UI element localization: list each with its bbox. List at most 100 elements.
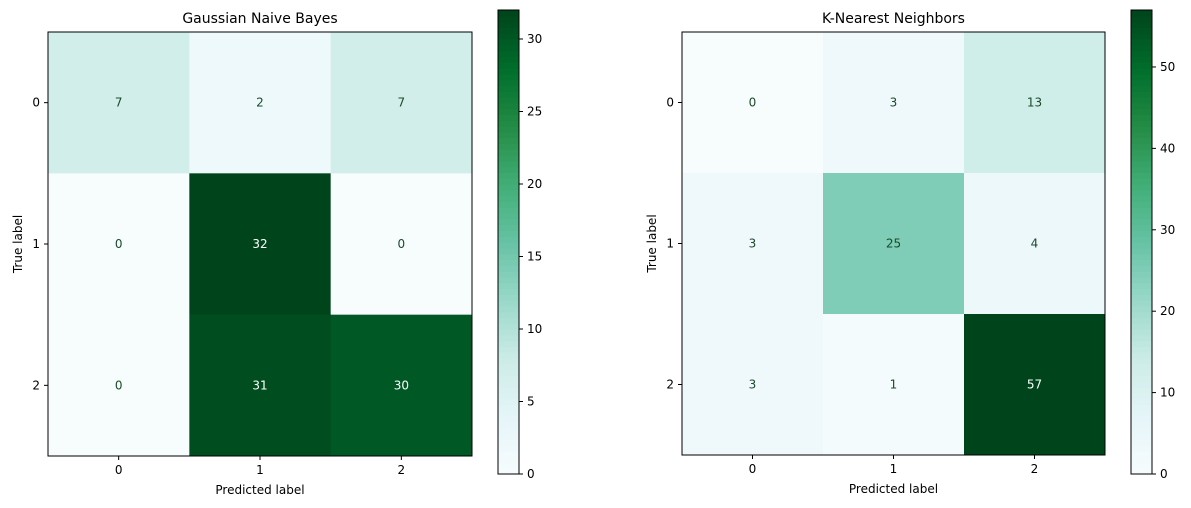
- colorbar-band: [1131, 56, 1152, 63]
- colorbar-band: [498, 62, 519, 69]
- colorbar-band: [1131, 166, 1152, 173]
- colorbar-band: [498, 213, 519, 220]
- colorbar-tick-label: 5: [527, 395, 535, 409]
- colorbar-band: [498, 253, 519, 260]
- colorbar-band: [498, 439, 519, 446]
- x-tick-label: 2: [1031, 462, 1039, 476]
- cell-value-label: 4: [1031, 237, 1039, 251]
- colorbar-band: [1131, 137, 1152, 144]
- colorbar-band: [1131, 247, 1152, 255]
- colorbar-band: [1131, 149, 1152, 156]
- cell-value-label: 32: [252, 237, 267, 251]
- heatmap-cell: [823, 314, 965, 456]
- colorbar-band: [498, 155, 519, 162]
- colorbar-band: [498, 236, 519, 243]
- colorbar-tick-label: 30: [527, 32, 542, 46]
- colorbar-band: [498, 456, 519, 463]
- colorbar-band: [498, 387, 519, 394]
- colorbar-band: [1131, 427, 1152, 434]
- colorbar-band: [1131, 236, 1152, 243]
- colorbar-band: [1131, 433, 1152, 440]
- colorbar-band: [1131, 21, 1152, 28]
- colorbar-band: [498, 44, 519, 52]
- colorbar-band: [498, 85, 519, 92]
- colorbar-band: [1131, 456, 1152, 463]
- colorbar-tick-label: 0: [527, 467, 535, 481]
- colorbar-band: [498, 33, 519, 40]
- colorbar-band: [1131, 10, 1152, 17]
- colorbar-band: [1131, 155, 1152, 162]
- colorbar-band: [1131, 224, 1152, 231]
- cell-value-label: 31: [252, 378, 267, 392]
- colorbar-band: [1131, 305, 1152, 313]
- x-tick-label: 2: [398, 463, 406, 477]
- x-axis-label: Predicted label: [849, 482, 938, 496]
- colorbar-band: [498, 421, 519, 429]
- colorbar-band: [498, 363, 519, 371]
- colorbar-band: [498, 137, 519, 144]
- colorbar-band: [1131, 50, 1152, 57]
- y-tick-label: 0: [32, 96, 40, 110]
- colorbar-band: [1131, 44, 1152, 52]
- cell-value-label: 7: [398, 96, 406, 110]
- x-tick-label: 0: [749, 462, 757, 476]
- colorbar-band: [1131, 120, 1152, 127]
- colorbar-band: [498, 346, 519, 353]
- colorbar-band: [1131, 102, 1152, 110]
- y-tick-label: 0: [666, 96, 674, 110]
- colorbar-band: [498, 265, 519, 272]
- chart-title: K-Nearest Neighbors: [822, 11, 965, 27]
- heatmap-cell: [964, 173, 1106, 315]
- heatmap-cell: [330, 32, 473, 174]
- colorbar-band: [498, 294, 519, 301]
- colorbar-band: [498, 184, 519, 191]
- colorbar-band: [498, 91, 519, 98]
- colorbar-band: [1131, 439, 1152, 446]
- colorbar-band: [1131, 294, 1152, 301]
- colorbar-band: [498, 126, 519, 133]
- cell-value-label: 3: [749, 378, 757, 392]
- colorbar-band: [1131, 97, 1152, 104]
- y-tick-label: 1: [32, 237, 40, 251]
- colorbar-band: [498, 131, 519, 139]
- colorbar-band: [1131, 68, 1152, 75]
- colorbar-band: [1131, 143, 1152, 150]
- colorbar-band: [1131, 358, 1152, 365]
- colorbar-tick-label: 15: [527, 250, 542, 264]
- cell-value-label: 57: [1027, 378, 1042, 392]
- colorbar-band: [498, 282, 519, 289]
- colorbar-band: [1131, 276, 1152, 284]
- cell-value-label: 0: [115, 237, 123, 251]
- colorbar-band: [1131, 213, 1152, 220]
- colorbar-band: [1131, 392, 1152, 400]
- cell-value-label: 2: [256, 96, 264, 110]
- colorbar-band: [1131, 27, 1152, 34]
- colorbar-band: [498, 352, 519, 359]
- colorbar-band: [498, 114, 519, 121]
- colorbar-band: [498, 247, 519, 255]
- colorbar-band: [498, 311, 519, 318]
- colorbar-band: [498, 271, 519, 278]
- colorbar-band: [498, 166, 519, 173]
- colorbar-band: [498, 300, 519, 307]
- colorbar-band: [498, 410, 519, 417]
- colorbar-band: [498, 160, 519, 168]
- colorbar-band: [498, 218, 519, 226]
- colorbar-band: [498, 120, 519, 127]
- colorbar-band: [1131, 317, 1152, 324]
- cell-value-label: 25: [886, 237, 901, 251]
- colorbar-band: [498, 189, 519, 197]
- colorbar-band: [498, 79, 519, 86]
- colorbar-tick-label: 30: [1160, 223, 1175, 237]
- colorbar-band: [1131, 352, 1152, 359]
- colorbar-band: [498, 97, 519, 104]
- heatmap-cell: [48, 173, 190, 316]
- colorbar-band: [498, 468, 519, 475]
- colorbar-band: [1131, 207, 1152, 214]
- cell-value-label: 3: [749, 237, 757, 251]
- y-axis-label: True label: [11, 215, 25, 274]
- colorbar-band: [498, 15, 519, 23]
- colorbar-tick-label: 25: [527, 105, 542, 119]
- colorbar-band: [1131, 387, 1152, 394]
- colorbar-band: [1131, 79, 1152, 86]
